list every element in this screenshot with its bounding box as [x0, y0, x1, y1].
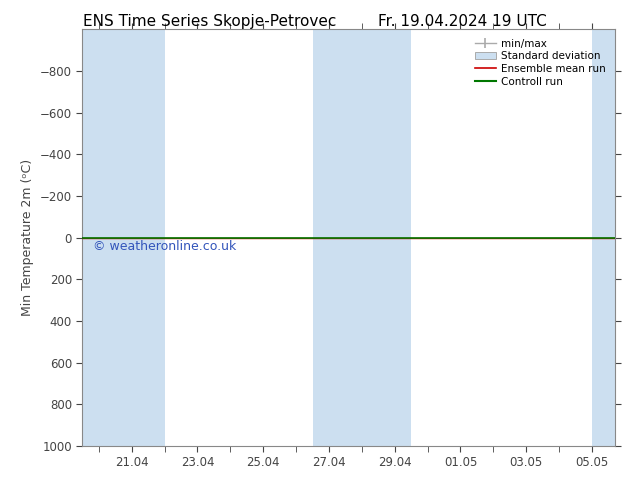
- Text: Fr. 19.04.2024 19 UTC: Fr. 19.04.2024 19 UTC: [378, 14, 547, 29]
- Legend: min/max, Standard deviation, Ensemble mean run, Controll run: min/max, Standard deviation, Ensemble me…: [470, 35, 610, 91]
- Bar: [346, 29, 411, 446]
- Text: ENS Time Series Skopje-Petrovec: ENS Time Series Skopje-Petrovec: [82, 14, 336, 29]
- Bar: [313, 29, 346, 446]
- Y-axis label: Min Temperature 2m (ᵒC): Min Temperature 2m (ᵒC): [22, 159, 34, 316]
- Bar: [82, 29, 165, 446]
- Text: © weatheronline.co.uk: © weatheronline.co.uk: [93, 240, 236, 253]
- Bar: [592, 29, 615, 446]
